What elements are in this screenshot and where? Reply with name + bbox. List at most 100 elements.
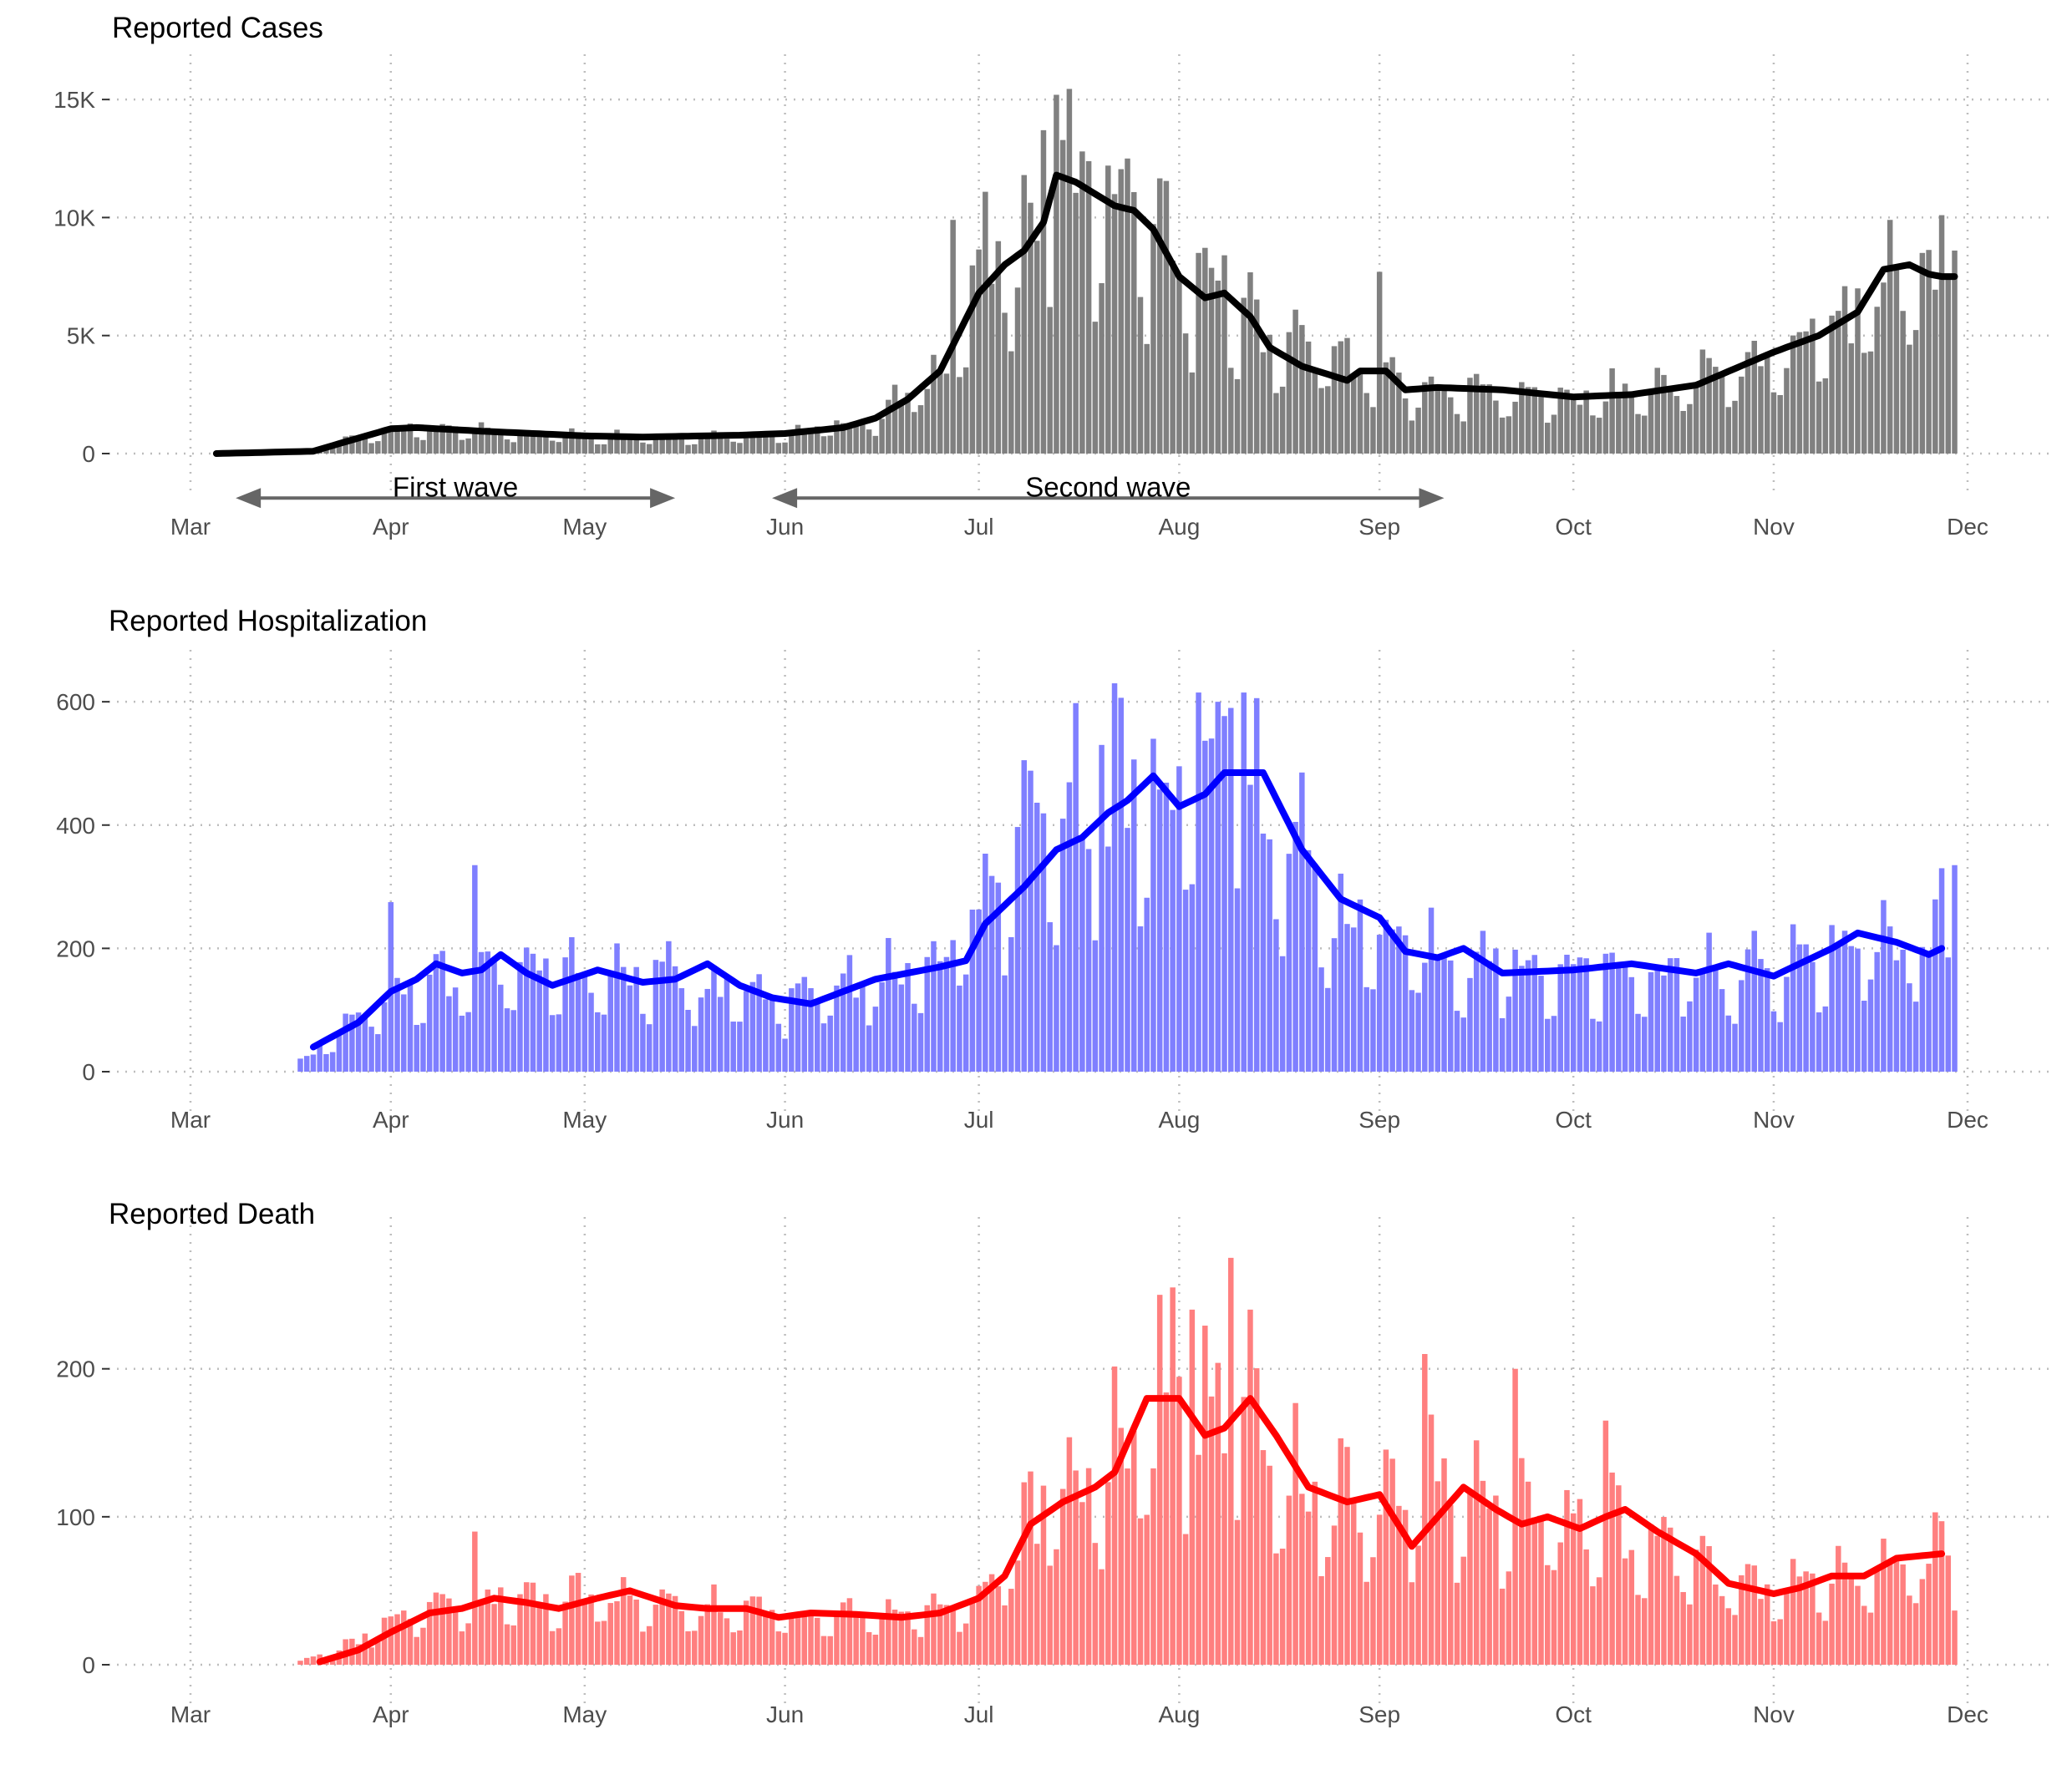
bar xyxy=(989,284,994,454)
bar xyxy=(1235,889,1240,1072)
bar xyxy=(414,438,419,454)
bar xyxy=(821,1636,826,1665)
bar xyxy=(1493,401,1498,454)
bar xyxy=(950,940,955,1072)
bar xyxy=(1777,1022,1782,1072)
bar xyxy=(892,972,897,1072)
bar xyxy=(769,997,774,1072)
bar xyxy=(1474,951,1479,1072)
bar xyxy=(1887,926,1892,1072)
x-tick-label: Jun xyxy=(766,1701,804,1727)
bar xyxy=(621,967,626,1072)
bar xyxy=(588,1595,593,1665)
bar xyxy=(782,1039,787,1072)
bar xyxy=(1874,952,1879,1072)
bar xyxy=(1784,1589,1789,1665)
bar xyxy=(1571,1514,1576,1665)
bar xyxy=(607,1603,612,1665)
bar xyxy=(1306,850,1311,1072)
bar xyxy=(1287,854,1292,1072)
bar xyxy=(1855,1586,1860,1665)
bar xyxy=(465,1012,470,1072)
bar xyxy=(1493,1495,1498,1665)
bar xyxy=(1952,251,1957,454)
bar xyxy=(304,1658,309,1665)
bar xyxy=(679,1611,684,1665)
bar xyxy=(640,1631,645,1665)
bar xyxy=(1629,1550,1634,1665)
bar xyxy=(1015,1560,1020,1665)
bar xyxy=(847,1598,852,1665)
bar xyxy=(1435,1481,1440,1665)
bar xyxy=(1486,961,1491,1072)
bar xyxy=(1926,1564,1931,1665)
bar xyxy=(1429,908,1434,1072)
bar-series xyxy=(220,89,1957,454)
bar xyxy=(769,435,774,454)
bar xyxy=(1273,393,1278,454)
bar xyxy=(1907,1595,1912,1665)
bar xyxy=(588,993,593,1072)
bar xyxy=(692,1026,697,1072)
bar xyxy=(1609,368,1614,454)
bar xyxy=(640,1014,645,1072)
bar xyxy=(1079,835,1084,1072)
bar xyxy=(834,986,839,1072)
bar xyxy=(653,1605,658,1665)
bar xyxy=(1008,352,1013,454)
bar xyxy=(1616,393,1621,454)
bar xyxy=(607,976,612,1072)
bar xyxy=(1920,253,1925,454)
bar xyxy=(1079,1502,1084,1665)
bar xyxy=(937,373,942,454)
bar xyxy=(647,444,652,454)
bar xyxy=(1777,395,1782,454)
annotation-label: Second wave xyxy=(1025,471,1191,502)
bar xyxy=(595,1621,600,1665)
y-tick-label: 200 xyxy=(56,1357,95,1382)
bar xyxy=(510,442,515,454)
bar xyxy=(394,1615,399,1665)
bar xyxy=(1364,1582,1369,1665)
bar xyxy=(1150,738,1155,1072)
bar xyxy=(1952,865,1957,1072)
bar xyxy=(1732,1024,1737,1072)
bar xyxy=(401,994,406,1072)
bar xyxy=(1900,950,1905,1072)
bar xyxy=(1939,1521,1944,1665)
bar xyxy=(1067,89,1072,454)
bar xyxy=(1228,368,1233,454)
bar xyxy=(1635,1014,1640,1072)
bar xyxy=(388,1616,394,1665)
bar xyxy=(879,418,884,454)
bar xyxy=(1157,789,1162,1072)
bar xyxy=(1008,937,1013,1072)
bar xyxy=(937,961,942,1072)
bar xyxy=(931,1594,936,1665)
bar xyxy=(1105,165,1110,454)
bar xyxy=(1519,966,1524,1072)
bar xyxy=(1176,766,1181,1072)
bar xyxy=(427,975,432,1072)
bar xyxy=(750,982,755,1072)
x-tick-label: Oct xyxy=(1555,514,1592,540)
bar xyxy=(1474,1440,1479,1665)
bar xyxy=(434,954,439,1072)
bar xyxy=(776,1024,781,1072)
bar xyxy=(1015,827,1020,1072)
x-tick-label: Oct xyxy=(1555,1701,1592,1727)
bar xyxy=(1067,783,1072,1072)
bar xyxy=(931,941,936,1072)
bar xyxy=(1512,950,1517,1072)
x-tick-label: Jun xyxy=(766,514,804,540)
bar xyxy=(1267,1466,1272,1665)
bar xyxy=(595,444,600,454)
bar xyxy=(1777,1619,1782,1665)
bar xyxy=(1079,151,1084,454)
bar xyxy=(873,1007,878,1072)
cases-chart: Reported Cases 0 5K 10K 15K Mar Apr May Jun Jul A… xyxy=(0,0,2072,576)
bar xyxy=(1138,1519,1143,1665)
bar xyxy=(1228,708,1233,1072)
bar xyxy=(531,1583,536,1665)
bar xyxy=(505,1008,510,1072)
